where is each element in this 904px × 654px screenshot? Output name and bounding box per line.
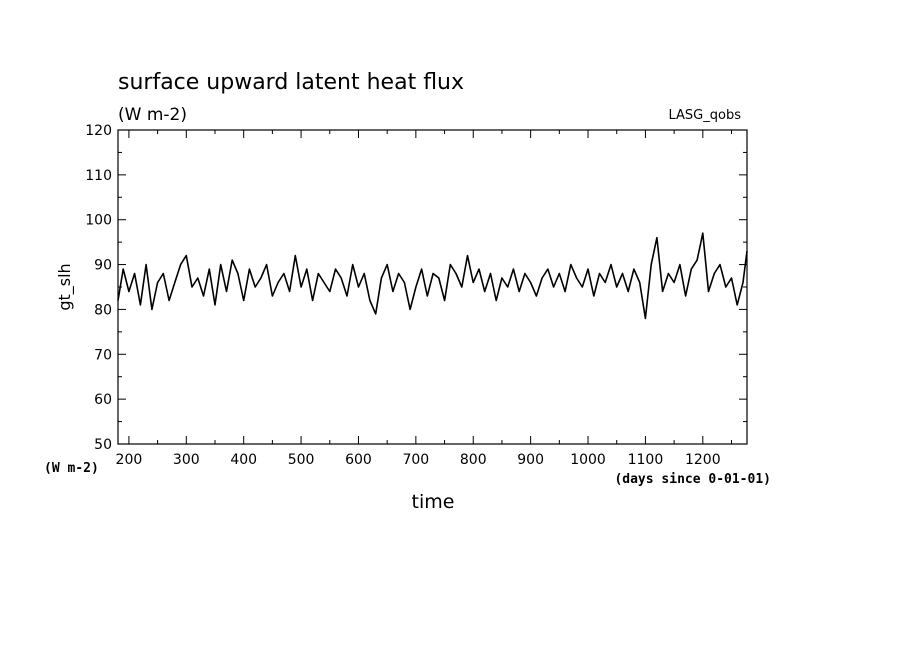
x-tick-label: 700 — [402, 452, 429, 468]
x-tick-label: 800 — [460, 452, 487, 468]
series-line-0 — [117, 232, 748, 320]
x-tick-label: 200 — [116, 452, 143, 468]
y-axis-label: gt_slh — [55, 263, 75, 310]
series-group — [117, 232, 748, 320]
x-tick-label: 1200 — [685, 452, 721, 468]
x-tick-label: 600 — [345, 452, 372, 468]
x-axis-tick-labels: 200 300 400 500 600 700 800 900 1000 1100 1200 — [116, 452, 721, 468]
x-tick-label: 1000 — [570, 452, 606, 468]
x-axis-ticks — [128, 130, 733, 444]
y-tick-label: 60 — [94, 392, 112, 408]
dataset-label: LASG_qobs — [669, 108, 742, 123]
y-tick-label: 50 — [94, 437, 112, 453]
x-tick-label: 300 — [173, 452, 200, 468]
y-tick-label: 110 — [85, 168, 112, 184]
x-tick-label: 400 — [230, 452, 257, 468]
y-tick-label: 120 — [85, 123, 112, 139]
x-axis-label: time — [412, 491, 455, 513]
y-tick-label: 80 — [94, 302, 112, 318]
chart-subtitle: (W m-2) — [118, 105, 187, 125]
y-axis-ticks — [118, 129, 747, 445]
y-tick-label: 70 — [94, 347, 112, 363]
y-tick-label: 90 — [94, 258, 112, 274]
x-axis-unit-label: (days since 0-01-01) — [614, 472, 771, 487]
x-tick-label: 500 — [288, 452, 315, 468]
y-axis-tick-labels: 50 60 70 80 90 100 110 120 — [85, 123, 112, 453]
chart-title: surface upward latent heat flux — [118, 70, 464, 95]
y-tick-label: 100 — [85, 213, 112, 229]
x-tick-label: 900 — [517, 452, 544, 468]
x-tick-label: 1100 — [628, 452, 664, 468]
y-axis-unit-label: (W m-2) — [44, 461, 99, 476]
